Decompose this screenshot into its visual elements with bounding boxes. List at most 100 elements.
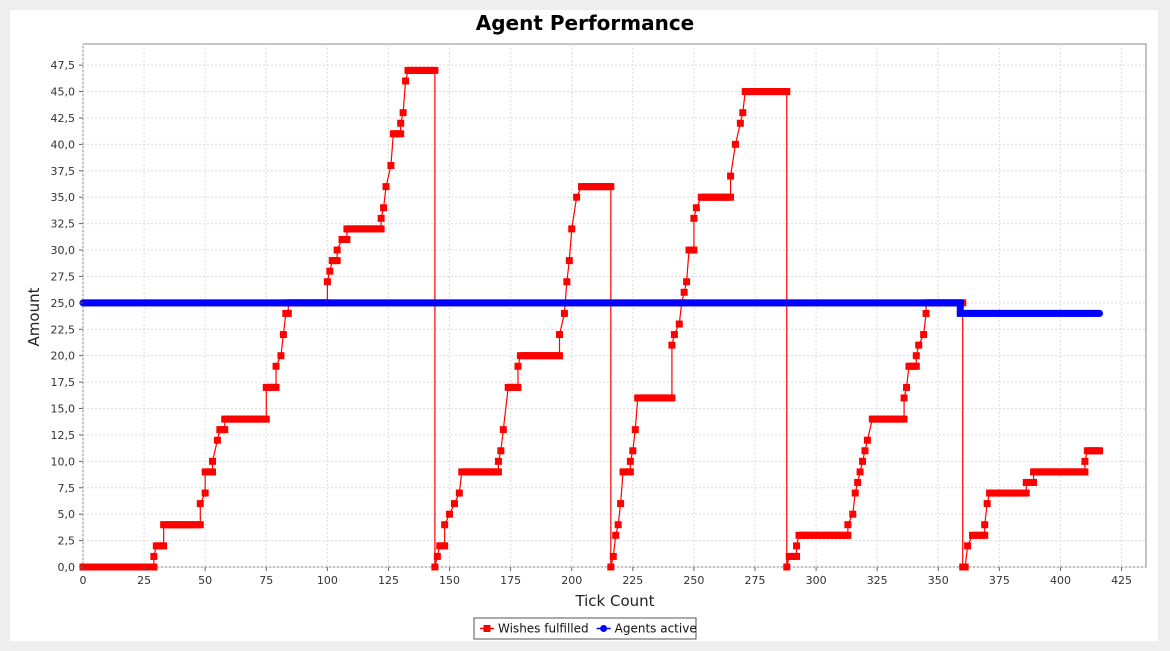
data-point — [333, 257, 341, 265]
data-point — [1081, 468, 1089, 476]
data-point — [150, 552, 158, 560]
y-tick-label: 37,5 — [51, 165, 76, 178]
data-point — [380, 204, 388, 212]
legend: Wishes fulfilled Agents active — [473, 617, 697, 640]
data-point — [668, 394, 676, 402]
data-point — [626, 457, 634, 465]
series-layer — [79, 66, 1104, 571]
data-point — [497, 447, 505, 455]
data-point — [402, 77, 410, 85]
x-axis-label: Tick Count — [574, 592, 654, 610]
data-point — [607, 183, 615, 191]
legend-label: Agents active — [615, 622, 697, 636]
y-tick-label: 30,0 — [51, 244, 76, 257]
x-tick-label: 325 — [867, 574, 888, 587]
data-point — [446, 510, 454, 518]
data-point — [560, 309, 568, 317]
data-point — [961, 563, 969, 571]
data-point — [397, 119, 405, 127]
data-point — [981, 531, 989, 539]
x-tick-label: 425 — [1111, 574, 1132, 587]
data-point — [556, 331, 564, 339]
data-point — [499, 426, 507, 434]
chart-svg: Agent Performance 0,0 2,5 5,0 7,5 10,0 12,5 15… — [25, 11, 1147, 640]
data-point — [377, 214, 385, 222]
data-point — [690, 246, 698, 254]
data-point — [859, 457, 867, 465]
data-point — [617, 500, 625, 508]
x-tick-label: 125 — [378, 574, 399, 587]
data-point — [793, 542, 801, 550]
data-point — [727, 172, 735, 180]
chart-panel: Agent Performance 0,0 2,5 5,0 7,5 10,0 12,5 15… — [10, 10, 1158, 641]
data-point — [727, 193, 735, 201]
x-tick-label: 400 — [1050, 574, 1071, 587]
data-point — [863, 436, 871, 444]
data-point — [494, 468, 502, 476]
data-point — [343, 235, 351, 243]
y-tick-label: 12,5 — [51, 429, 76, 442]
data-point — [856, 468, 864, 476]
data-point — [731, 140, 739, 148]
x-tick-label: 75 — [259, 574, 273, 587]
x-tick-label: 150 — [439, 574, 460, 587]
data-point — [844, 521, 852, 529]
legend-box — [473, 617, 697, 640]
x-tick-label: 350 — [928, 574, 949, 587]
data-point — [607, 563, 615, 571]
data-point — [922, 309, 930, 317]
data-point — [213, 436, 221, 444]
data-point — [614, 521, 622, 529]
data-point — [150, 563, 158, 571]
x-tick-label: 175 — [500, 574, 521, 587]
data-point — [441, 542, 449, 550]
data-point — [326, 267, 334, 275]
data-point — [494, 457, 502, 465]
legend-marker — [600, 625, 608, 632]
data-point — [272, 383, 280, 391]
data-point — [563, 278, 571, 286]
data-point — [692, 204, 700, 212]
data-point — [382, 183, 390, 191]
data-point — [272, 362, 280, 370]
data-point — [160, 542, 168, 550]
data-point — [284, 309, 292, 317]
data-point — [631, 426, 639, 434]
data-point — [851, 489, 859, 497]
legend-item: Wishes fulfilled — [480, 622, 589, 636]
x-tick-label: 375 — [989, 574, 1010, 587]
y-tick-label: 0,0 — [58, 561, 76, 574]
y-tick-label: 7,5 — [58, 482, 76, 495]
y-tick-label: 15,0 — [51, 403, 76, 416]
y-tick-label: 35,0 — [51, 191, 76, 204]
data-point — [573, 193, 581, 201]
x-tick-label: 225 — [622, 574, 643, 587]
y-tick-label: 45,0 — [51, 86, 76, 99]
data-point — [431, 66, 439, 74]
data-point — [900, 415, 908, 423]
x-tick-label: 25 — [137, 574, 151, 587]
data-point — [279, 331, 287, 339]
x-tick-label: 100 — [317, 574, 338, 587]
data-point — [983, 500, 991, 508]
data-point — [854, 478, 862, 486]
data-point — [262, 415, 270, 423]
data-point — [912, 352, 920, 360]
data-point — [670, 331, 678, 339]
data-point — [1022, 489, 1030, 497]
data-point — [397, 130, 405, 138]
chart-title: Agent Performance — [476, 11, 695, 35]
y-tick-label: 2,5 — [58, 535, 76, 548]
data-point — [450, 500, 458, 508]
data-point — [1096, 447, 1104, 455]
data-point — [209, 457, 217, 465]
data-point — [221, 426, 229, 434]
data-point — [844, 531, 852, 539]
data-point — [861, 447, 869, 455]
data-point — [981, 521, 989, 529]
data-point — [377, 225, 385, 233]
data-point — [556, 352, 564, 360]
y-tick-label: 17,5 — [51, 376, 76, 389]
data-point — [196, 500, 204, 508]
data-point — [915, 341, 923, 349]
